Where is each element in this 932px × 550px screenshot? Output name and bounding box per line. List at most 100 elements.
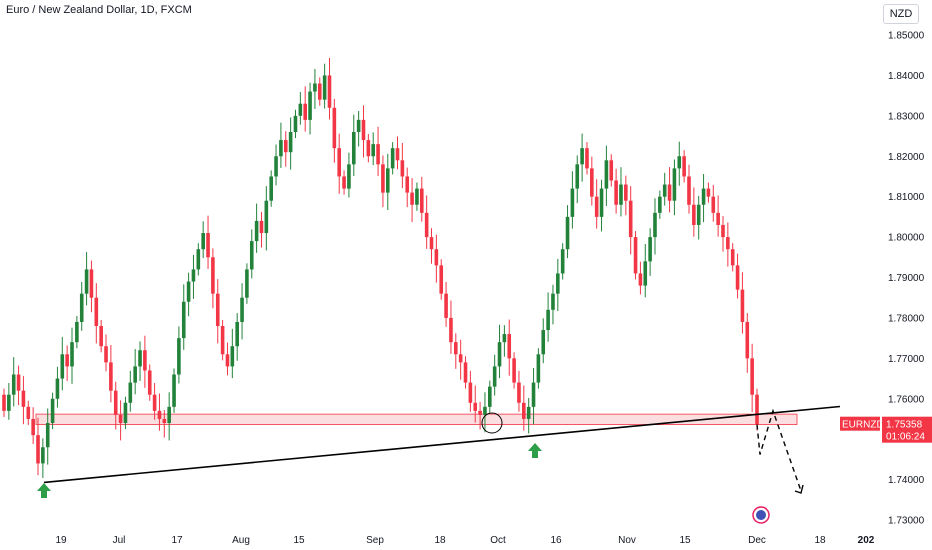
candle-body	[201, 233, 205, 250]
projection-arrowhead	[794, 484, 804, 494]
candle-body	[745, 321, 750, 359]
candle-body	[147, 370, 152, 395]
candle-body	[628, 200, 633, 238]
candle-body	[2, 394, 6, 411]
candle-body	[522, 402, 526, 419]
candle-body	[215, 293, 220, 326]
candle-body	[536, 354, 541, 383]
candle-body	[356, 119, 361, 132]
candle-body	[711, 196, 716, 213]
candle-body	[706, 188, 711, 197]
x-tick-label: 15	[679, 535, 691, 546]
candle-body	[274, 156, 278, 177]
x-tick-label: Oct	[490, 535, 506, 546]
candle-body	[191, 269, 196, 282]
y-tick-label: 1.81000	[888, 192, 925, 203]
candle-body	[322, 75, 327, 100]
candle-body	[371, 144, 376, 157]
candle-body	[473, 402, 478, 411]
candle-body	[687, 176, 691, 205]
candle-body	[75, 321, 79, 343]
candle-body	[483, 406, 487, 415]
candle-body	[220, 326, 225, 355]
time-axis[interactable]: 19 Jul 17 Aug 15 Sep 18 Oct 16 Nov 15 Dec 18 202	[55, 535, 874, 546]
candle-body	[143, 350, 147, 371]
projection-dashed-path	[756, 408, 802, 492]
candle-body	[662, 184, 667, 197]
candle-body	[638, 273, 643, 286]
candle-body	[317, 83, 322, 100]
y-tick-label: 1.74000	[888, 475, 925, 486]
price-axis[interactable]: 1.85000 1.84000 1.83000 1.82000 1.81000 1.800…	[840, 31, 932, 527]
candle-body	[546, 309, 550, 331]
candle-body	[716, 212, 720, 225]
symbol-tag-label: EURNZD	[842, 420, 884, 431]
candle-body	[468, 382, 473, 403]
y-tick-label: 1.79000	[888, 273, 925, 284]
x-tick-label: 202	[858, 535, 875, 546]
x-tick-label: 18	[814, 535, 826, 546]
candle-body	[551, 293, 555, 310]
candle-body	[735, 265, 740, 290]
candle-body	[36, 435, 40, 464]
x-tick-label: Dec	[748, 535, 766, 546]
price-tag	[882, 416, 932, 443]
circle-highlight-icon	[481, 412, 503, 434]
candle-body	[55, 378, 60, 399]
candle-body	[249, 241, 254, 270]
candle-body	[31, 418, 35, 436]
x-tick-label: Jul	[113, 535, 126, 546]
candle-body	[225, 354, 230, 367]
candle-body	[11, 374, 16, 395]
candle-body	[672, 168, 677, 201]
candle-body	[701, 188, 706, 205]
candle-body	[254, 220, 259, 242]
y-tick-label: 1.85000	[888, 31, 925, 42]
candle-body	[167, 406, 171, 423]
candle-body	[327, 75, 332, 108]
price-tag-value: 1.75358	[886, 420, 923, 431]
candle-body	[264, 200, 269, 234]
candle-body	[560, 249, 565, 274]
y-tick-label: 1.73000	[888, 516, 925, 527]
candle-body	[512, 358, 516, 383]
candle-body	[138, 350, 142, 367]
candle-body	[45, 423, 50, 448]
candle-body	[94, 297, 99, 326]
candle-body	[313, 83, 317, 92]
x-tick-label: Nov	[618, 535, 636, 546]
candle-body	[565, 216, 570, 250]
x-tick-label: 18	[434, 535, 446, 546]
candle-body	[172, 374, 176, 407]
candle-body	[162, 418, 167, 423]
y-tick-label: 1.83000	[888, 111, 925, 122]
candle-body	[385, 168, 390, 193]
candle-body	[444, 293, 448, 318]
trendline	[43, 405, 841, 484]
candle-body	[517, 382, 521, 403]
candle-body	[41, 447, 45, 464]
up-arrow-icon	[528, 443, 542, 458]
x-tick-label: 17	[171, 535, 183, 546]
candle-body	[492, 366, 497, 387]
candle-body	[206, 233, 210, 258]
candle-body	[337, 148, 342, 177]
candle-body	[298, 103, 303, 116]
candle-body	[283, 140, 288, 153]
candle-body	[604, 160, 609, 189]
tradingview-logo-inner	[756, 510, 766, 520]
candle-body	[585, 148, 589, 169]
currency-button[interactable]: NZD	[883, 4, 919, 24]
candle-body	[123, 402, 128, 423]
candle-body	[594, 196, 599, 217]
candle-body	[624, 184, 628, 201]
candle-body	[7, 394, 11, 411]
candle-body	[293, 115, 298, 132]
y-tick-label: 1.77000	[888, 354, 925, 365]
candle-body	[575, 164, 580, 189]
candle-body	[730, 249, 735, 266]
y-tick-label: 1.80000	[888, 233, 925, 244]
candle-body	[390, 148, 395, 169]
candles	[2, 58, 759, 478]
